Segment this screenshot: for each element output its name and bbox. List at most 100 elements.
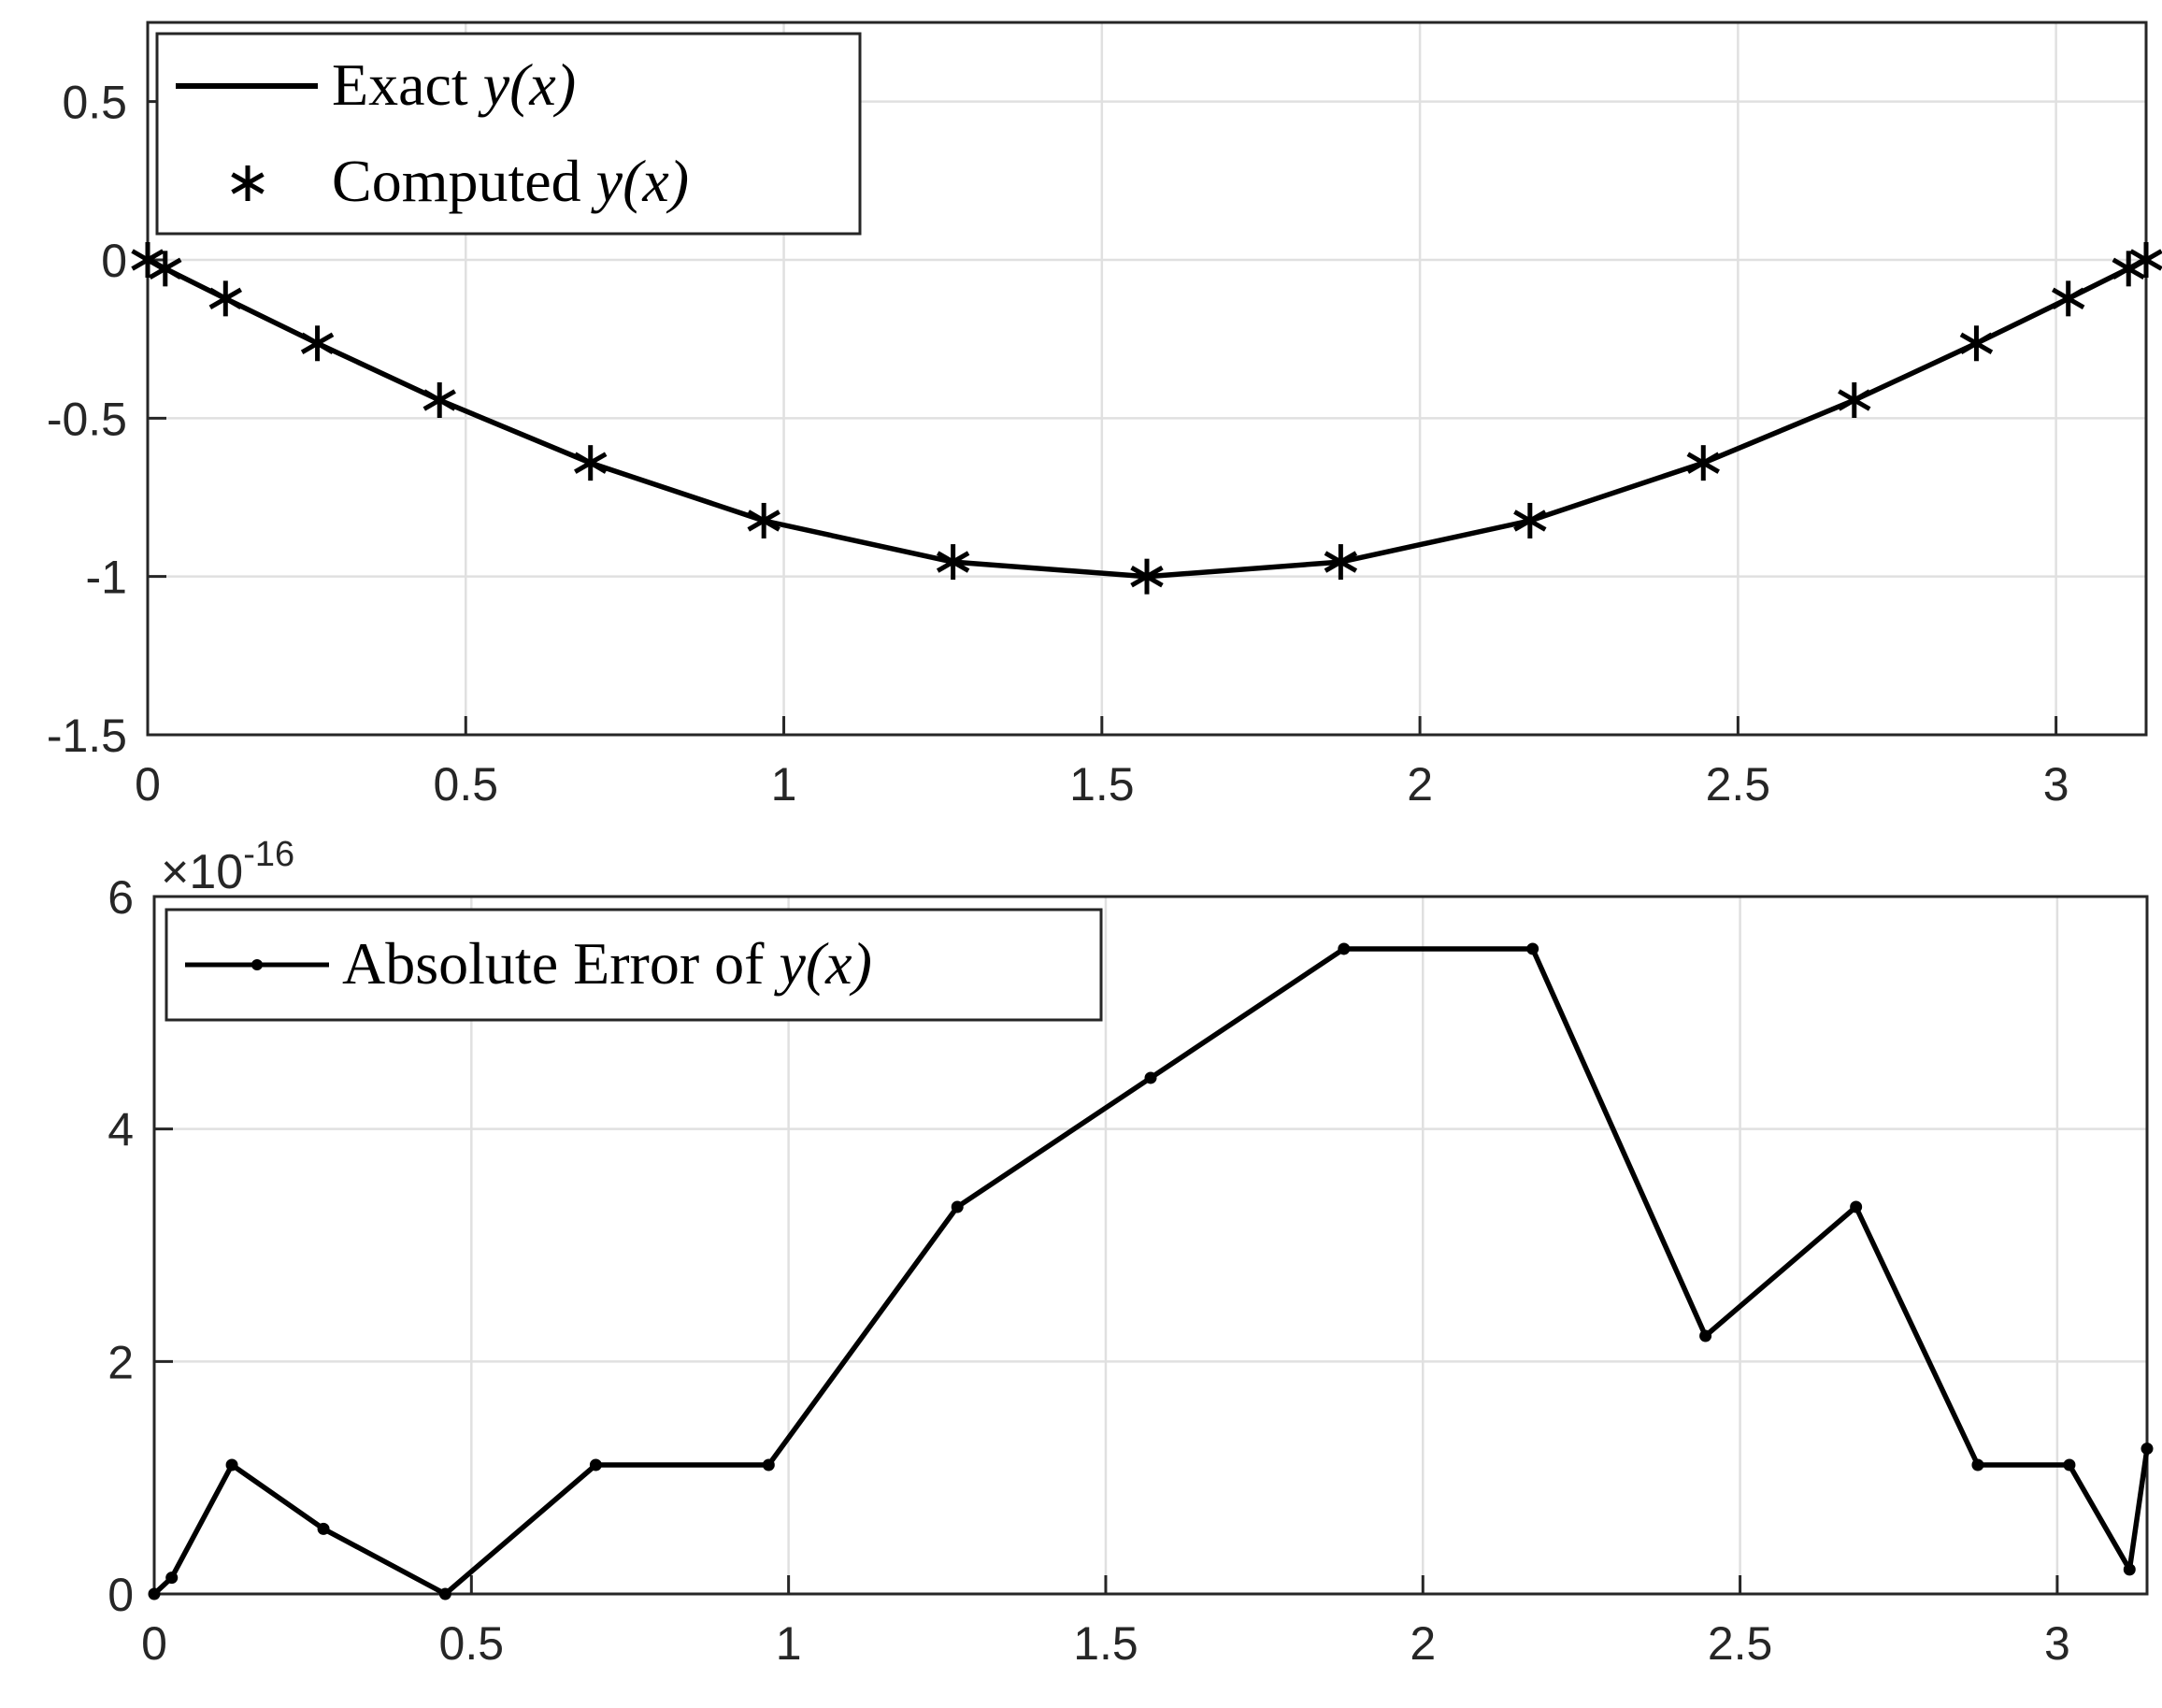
legend-label-exact: Exact y(x) xyxy=(332,51,576,118)
bottom-x-tick-label: 2.5 xyxy=(1708,1617,1773,1670)
bottom-axes: 0 0.5 1 1.5 2 2.5 3 6 4 2 0 ×10-16 Absolute Error … xyxy=(107,835,2154,1670)
bottom-series-error-point xyxy=(2141,1442,2154,1456)
top-series-computed-point xyxy=(149,251,182,287)
top-x-tick-label: 1 xyxy=(771,758,797,811)
top-series-computed-point xyxy=(1324,544,1358,581)
bottom-series-error-point xyxy=(165,1572,179,1585)
top-series-computed-point xyxy=(300,325,335,362)
bottom-series-error-point xyxy=(1971,1458,1984,1471)
top-legend: Exact y(x) Computed y(x) xyxy=(155,32,862,236)
top-series-computed-point-stroke xyxy=(300,332,335,354)
bottom-series xyxy=(148,942,2154,1600)
bottom-x-tick-label: 0.5 xyxy=(439,1617,505,1670)
top-y-tick-label: -1 xyxy=(86,552,127,604)
top-legend-box xyxy=(155,32,862,236)
top-series-computed-point-stroke xyxy=(422,389,456,411)
top-series-computed-point xyxy=(1513,502,1547,538)
top-y-tick-label: -0.5 xyxy=(47,393,127,445)
top-series-computed-point-stroke xyxy=(1513,510,1547,532)
top-series-computed-point-stroke xyxy=(936,551,970,573)
bottom-series-error-point xyxy=(1526,942,1539,955)
top-x-tick-label: 2.5 xyxy=(1706,758,1771,811)
bottom-series-error-point xyxy=(317,1522,330,1535)
top-series-computed-point-stroke xyxy=(2129,249,2162,271)
top-y-tick-label: 0.5 xyxy=(62,77,127,129)
y-exponent-prefix: ×10 xyxy=(161,845,243,899)
bottom-y-tick-label: 4 xyxy=(107,1104,134,1156)
bottom-tick-labels: 0 0.5 1 1.5 2 2.5 3 6 4 2 0 xyxy=(107,871,2070,1670)
top-series-computed-point xyxy=(936,544,970,581)
legend-label-exact-math: y(x) xyxy=(478,51,576,118)
legend-label-computed-math: y(x) xyxy=(591,148,689,214)
bottom-series-error-point xyxy=(1144,1071,1157,1084)
bottom-x-tick-label: 0 xyxy=(141,1617,167,1670)
bottom-x-tick-label: 1 xyxy=(776,1617,802,1670)
bottom-series-error-point xyxy=(438,1587,451,1600)
bottom-y-tick-label: 2 xyxy=(107,1336,134,1388)
top-series-computed-point-stroke xyxy=(1130,566,1164,588)
top-series-computed-point xyxy=(1130,558,1164,595)
top-series-computed-point-stroke xyxy=(2052,287,2085,310)
legend-label-computed: Computed y(x) xyxy=(332,148,689,214)
top-series-computed-point xyxy=(747,502,780,538)
top-series-computed-point-stroke xyxy=(131,249,165,271)
bottom-x-tick-label: 3 xyxy=(2044,1617,2070,1670)
bottom-series-error-point xyxy=(1699,1329,1712,1342)
bottom-axes-box xyxy=(152,895,2149,1596)
top-x-tick-label: 3 xyxy=(2043,758,2069,811)
top-axes-box xyxy=(146,21,2148,737)
top-x-tick-label: 0 xyxy=(135,758,161,811)
bottom-x-tick-label: 2 xyxy=(1410,1617,1436,1670)
top-series-computed-point-stroke xyxy=(149,257,182,280)
top-series-computed-point xyxy=(2052,280,2085,317)
bottom-x-tick-label: 1.5 xyxy=(1073,1617,1138,1670)
y-exponent-label: ×10-16 xyxy=(161,835,294,899)
top-series-computed-point xyxy=(1686,445,1720,481)
top-series-computed-point xyxy=(574,445,608,481)
bottom-y-tick-label: 0 xyxy=(107,1569,134,1621)
top-axes: 0 0.5 1 1.5 2 2.5 3 0.5 0 -0.5 -1 -1.5 Exact y(x) C… xyxy=(47,21,2162,811)
bottom-series-error-line xyxy=(152,946,2150,1597)
top-y-tick-label: 0 xyxy=(101,235,127,287)
top-x-tick-label: 0.5 xyxy=(434,758,499,811)
top-series-computed-point xyxy=(208,280,243,317)
bottom-y-tick-label: 6 xyxy=(107,871,134,924)
top-series-computed-point-stroke xyxy=(1838,389,1871,411)
top-series-computed-point-stroke xyxy=(1959,332,1994,354)
top-series-computed-point-stroke xyxy=(208,287,243,310)
bottom-series-error-point xyxy=(148,1587,161,1600)
top-series-computed-point-stroke xyxy=(574,452,608,474)
top-series-computed-point-stroke xyxy=(1324,551,1358,573)
top-series-computed-point xyxy=(2129,242,2162,278)
top-series-computed-point-stroke xyxy=(1686,452,1720,474)
y-exponent-power: -16 xyxy=(243,835,294,874)
bottom-series-error-point xyxy=(1850,1200,1863,1213)
bottom-legend: Absolute Error of y(x) xyxy=(165,908,1103,1022)
bottom-series-error-point xyxy=(225,1458,238,1471)
bottom-series-error-point xyxy=(2123,1563,2136,1576)
top-series-computed-point-stroke xyxy=(747,510,780,532)
bottom-series-error-point xyxy=(2063,1458,2076,1471)
top-x-tick-label: 1.5 xyxy=(1069,758,1135,811)
top-y-tick-label: -1.5 xyxy=(47,710,127,762)
top-series-computed-point xyxy=(1838,381,1871,418)
top-series-computed-point xyxy=(422,381,456,418)
legend-label-computed-text: Computed xyxy=(332,148,596,214)
legend-label-error: Absolute Error of y(x) xyxy=(342,930,872,997)
legend-label-exact-text: Exact xyxy=(332,51,483,118)
legend-asterisk-sample-mark xyxy=(231,165,265,201)
bottom-series-error-point xyxy=(589,1458,602,1471)
legend-asterisk-sample xyxy=(231,165,265,201)
legend-label-error-math: y(x) xyxy=(773,930,871,997)
top-x-tick-label: 2 xyxy=(1407,758,1433,811)
top-tick-labels: 0 0.5 1 1.5 2 2.5 3 0.5 0 -0.5 -1 -1.5 xyxy=(47,77,2069,811)
top-series xyxy=(131,242,2162,595)
bottom-series-error-point xyxy=(951,1200,964,1213)
bottom-series-error-point xyxy=(1338,942,1351,955)
legend-label-error-text: Absolute Error of xyxy=(342,930,779,997)
top-series-computed-point xyxy=(1959,325,1994,362)
legend-asterisk-sample-mark-stroke xyxy=(231,172,265,194)
bottom-series-error-point xyxy=(762,1458,775,1471)
legend-error-dot-sample xyxy=(251,959,263,970)
